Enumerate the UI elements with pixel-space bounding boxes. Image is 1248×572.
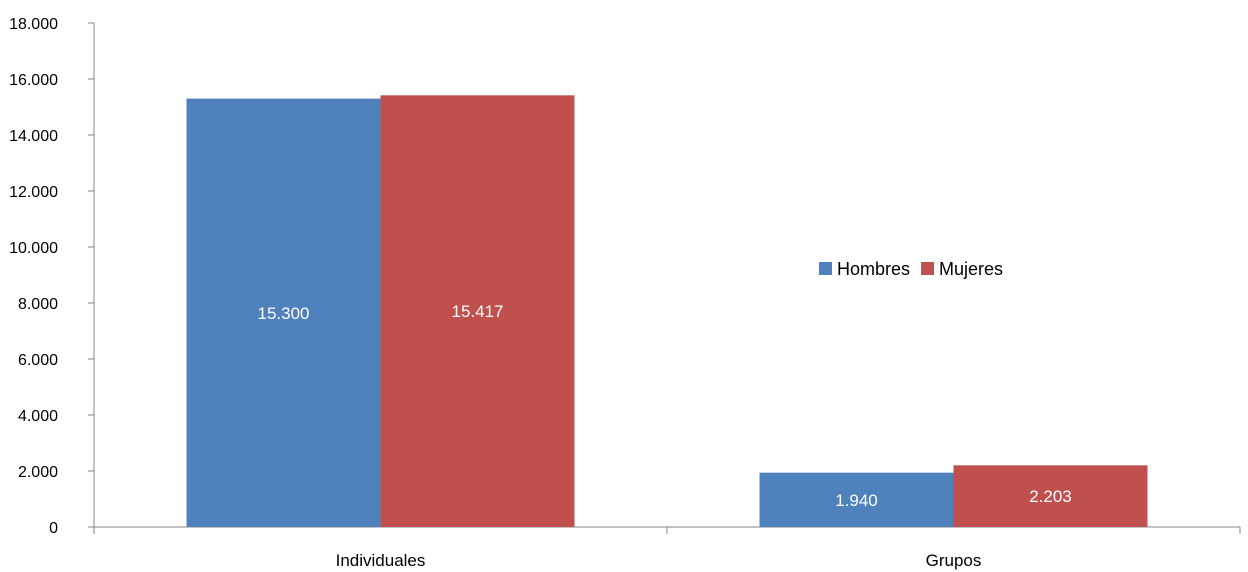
- legend-swatch-hombres: [819, 262, 832, 275]
- y-tick-label: 18.000: [9, 16, 58, 33]
- y-tick-label: 6.000: [18, 352, 58, 369]
- y-tick-label: 2.000: [18, 464, 58, 481]
- y-tick-label: 12.000: [9, 184, 58, 201]
- y-tick-label: 0: [49, 520, 58, 537]
- x-category-label: Individuales: [336, 551, 426, 570]
- legend-label-mujeres: Mujeres: [939, 259, 1003, 279]
- data-label: 1.940: [835, 491, 878, 510]
- bar-hombres-grupos: [759, 472, 954, 527]
- legend-swatch-mujeres: [921, 262, 935, 275]
- y-tick-label: 8.000: [18, 296, 58, 313]
- data-label: 2.203: [1029, 487, 1072, 506]
- data-label: 15.417: [452, 302, 504, 321]
- bar-mujeres-grupos: [953, 465, 1148, 527]
- x-category-label: Grupos: [926, 551, 982, 570]
- legend-label-hombres: Hombres: [837, 259, 910, 279]
- y-tick-label: 14.000: [9, 128, 58, 145]
- data-label: 15.300: [258, 304, 310, 323]
- bar-mujeres-individuales: [380, 95, 575, 527]
- y-tick-label: 4.000: [18, 408, 58, 425]
- y-tick-label: 10.000: [9, 240, 58, 257]
- bar-hombres-individuales: [186, 98, 381, 527]
- y-tick-label: 16.000: [9, 72, 58, 89]
